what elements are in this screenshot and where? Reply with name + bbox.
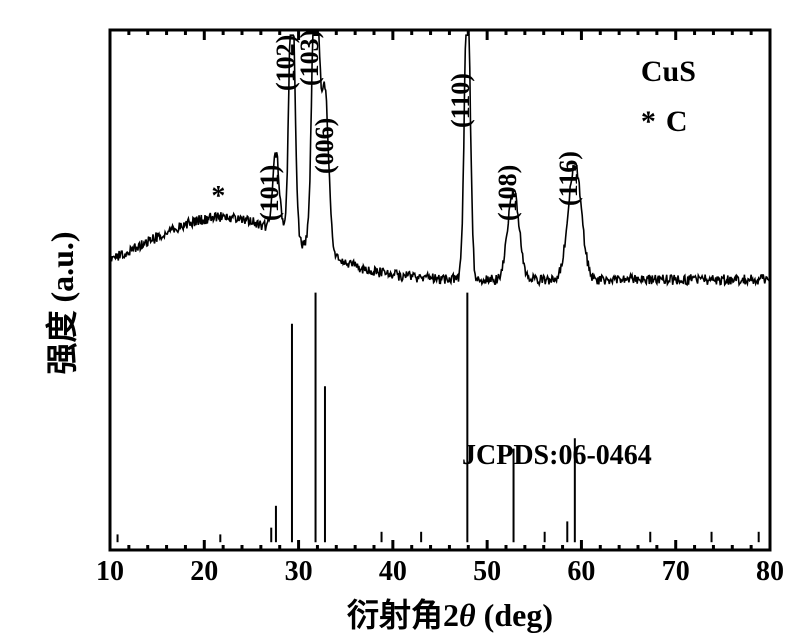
legend-jcpds: JCPDS:06-0464	[462, 440, 652, 472]
x-tick-label: 20	[179, 556, 229, 588]
x-tick-label: 60	[556, 556, 606, 588]
peak-label: (101)	[255, 165, 285, 221]
legend-c-text: C	[666, 105, 688, 138]
x-tick-label: 30	[274, 556, 324, 588]
legend-cus: CuS	[641, 55, 696, 89]
peak-label: (103)	[295, 30, 325, 86]
x-tick-label: 50	[462, 556, 512, 588]
plot-svg	[0, 0, 789, 637]
legend-c-star: *	[641, 105, 656, 138]
peak-label: (116)	[554, 151, 584, 206]
x-tick-label: 40	[368, 556, 418, 588]
legend-c: *C	[641, 105, 688, 139]
peak-label: (006)	[310, 118, 340, 174]
carbon-hump-star: *	[211, 181, 225, 213]
x-tick-label: 70	[651, 556, 701, 588]
peak-label: (110)	[446, 73, 476, 128]
x-tick-label: 10	[85, 556, 135, 588]
xrd-chart: 强度 (a.u.) 衍射角2θ (deg) 1020304050607080 (…	[0, 0, 789, 637]
peak-label: (108)	[493, 165, 523, 221]
x-tick-label: 80	[745, 556, 789, 588]
